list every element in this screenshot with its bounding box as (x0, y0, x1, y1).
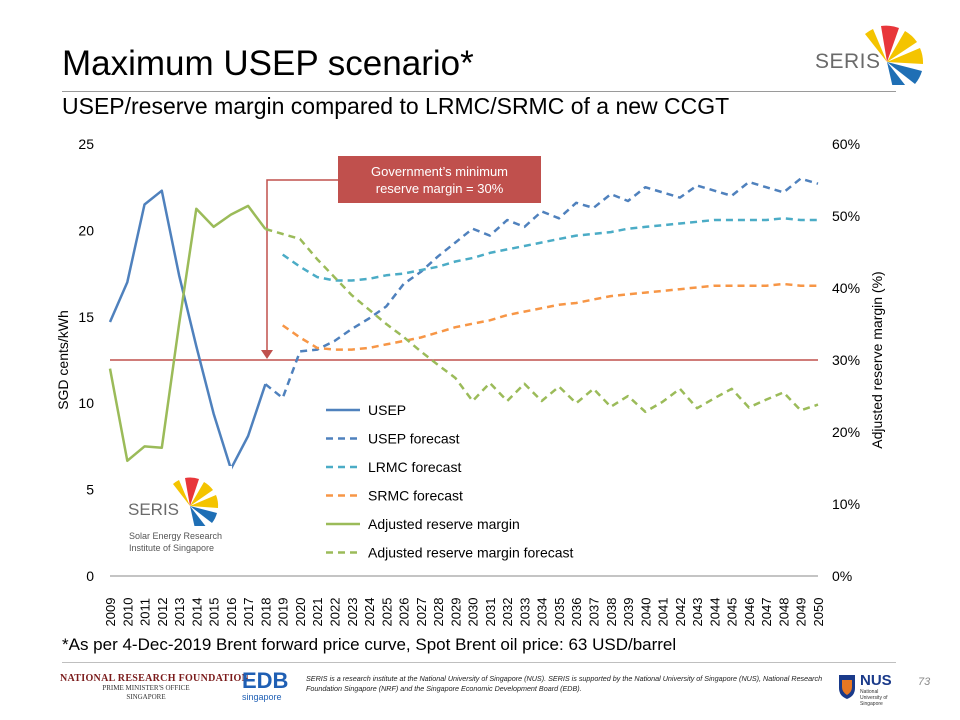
x-tick-label: 2043 (690, 598, 705, 627)
page-number: 73 (918, 676, 931, 688)
x-tick-label: 2013 (172, 598, 187, 627)
edb-sub: singapore (242, 692, 282, 702)
y2-tick-label: 0% (832, 568, 852, 584)
legend-label: SRMC forecast (368, 488, 463, 504)
y2-tick-label: 20% (832, 424, 860, 440)
nus-sub: National University of Singapore (860, 689, 888, 707)
legend-label: Adjusted reserve margin (368, 516, 520, 532)
x-tick-label: 2025 (379, 598, 394, 627)
x-tick-label: 2012 (155, 598, 170, 627)
series-line-usep-forecast (264, 177, 819, 400)
x-tick-label: 2027 (414, 598, 429, 627)
seris-sun-icon (173, 477, 219, 526)
legend-label: Adjusted reserve margin forecast (368, 545, 574, 561)
y-axis-title: SGD cents/kWh (55, 310, 71, 410)
callout-line2: reserve margin = 30% (375, 180, 504, 196)
x-tick-label: 2020 (293, 598, 308, 627)
y2-tick-label: 50% (832, 208, 860, 224)
seris-logo-chart: SERIS Solar Energy Research Institute of… (114, 466, 232, 562)
y-tick-label: 5 (86, 482, 94, 498)
slide-title: Maximum USEP scenario* (62, 44, 474, 83)
nrf-logo: National Research Foundation Prime Minis… (60, 673, 250, 702)
x-tick-label: 2035 (552, 598, 567, 627)
x-tick-label: 2049 (794, 598, 809, 627)
seris-full-name: Solar Energy Research Institute of Singa… (129, 531, 223, 553)
x-tick-label: 2034 (535, 598, 550, 627)
series-line-adjusted-reserve-margin (108, 204, 267, 463)
x-tick-label: 2044 (707, 598, 722, 627)
x-tick-label: 2021 (310, 598, 325, 627)
x-tick-label: 2037 (587, 598, 602, 627)
seris-logo-top: SERIS (805, 10, 930, 97)
x-tick-label: 2041 (656, 598, 671, 627)
y-tick-label: 10 (78, 395, 94, 411)
title-divider (62, 91, 896, 92)
x-tick-label: 2038 (604, 598, 619, 627)
x-tick-label: 2045 (725, 598, 740, 627)
y2-tick-label: 10% (832, 496, 860, 512)
nrf-sub2: Singapore (126, 693, 166, 701)
callout-connector (266, 179, 338, 350)
x-tick-label: 2028 (431, 598, 446, 627)
x-tick-label: 2040 (638, 598, 653, 627)
nus-crest-icon (839, 675, 855, 699)
footer-divider (62, 662, 896, 663)
y-tick-label: 15 (78, 309, 94, 325)
nrf-sub1: Prime Minister's Office (102, 684, 190, 692)
series-line-lrmc-forecast (281, 217, 818, 282)
y2-tick-label: 40% (832, 280, 860, 296)
edb-logo: EDB singapore (242, 670, 292, 704)
x-tick-label: 2015 (207, 598, 222, 627)
x-tick-label: 2042 (673, 598, 688, 627)
slide-subtitle: USEP/reserve margin compared to LRMC/SRM… (62, 93, 730, 119)
x-tick-label: 2024 (362, 598, 377, 627)
seris-logo-text: SERIS (815, 50, 881, 73)
x-tick-label: 2023 (345, 598, 360, 627)
y2-tick-label: 30% (832, 352, 860, 368)
x-tick-label: 2032 (500, 598, 515, 627)
x-tick-label: 2017 (241, 598, 256, 627)
x-tick-label: 2029 (448, 598, 463, 627)
x-tick-label: 2014 (189, 598, 204, 627)
x-tick-label: 2022 (327, 598, 342, 627)
nus-logo: NUS National University of Singapore (838, 672, 898, 707)
x-tick-label: 2019 (276, 598, 291, 627)
y2-axis-title: Adjusted reserve margin (%) (869, 271, 885, 448)
seris-logo-text: SERIS (128, 500, 180, 519)
series-line-srmc-forecast (281, 282, 818, 351)
callout-box: Government’s minimum reserve margin = 30… (338, 156, 541, 203)
series-line-adjusted-reserve-margin-forecast (265, 227, 819, 414)
x-tick-label: 2046 (742, 598, 757, 627)
y-tick-label: 25 (78, 136, 94, 152)
x-tick-label: 2047 (759, 598, 774, 627)
x-tick-label: 2011 (138, 598, 153, 626)
y-tick-label: 0 (86, 568, 94, 584)
x-tick-label: 2039 (621, 598, 636, 627)
x-tick-label: 2031 (483, 598, 498, 627)
legend-label: USEP (368, 402, 406, 418)
x-tick-label: 2009 (103, 598, 118, 627)
disclaimer: SERIS is a research institute at the Nat… (306, 674, 823, 693)
series-line-usep (108, 189, 267, 471)
footnote: *As per 4-Dec-2019 Brent forward price c… (62, 635, 677, 654)
x-tick-label: 2026 (397, 598, 412, 627)
callout-arrowhead (261, 350, 273, 359)
y-tick-label: 20 (78, 222, 94, 238)
x-tick-label: 2030 (466, 598, 481, 627)
legend-label: LRMC forecast (368, 459, 461, 475)
edb-text: EDB (242, 668, 289, 693)
x-tick-label: 2033 (517, 598, 532, 627)
x-tick-label: 2016 (224, 598, 239, 627)
x-tick-label: 2036 (569, 598, 584, 627)
legend-label: USEP forecast (368, 431, 460, 447)
nus-text: NUS (860, 672, 892, 689)
y2-tick-label: 60% (832, 136, 860, 152)
x-tick-label: 2048 (776, 598, 791, 627)
x-tick-label: 2010 (120, 598, 135, 627)
x-tick-label: 2050 (811, 598, 826, 627)
x-tick-label: 2018 (258, 598, 273, 627)
nrf-title: National Research Foundation (60, 673, 250, 684)
callout-line1: Government’s minimum (370, 163, 509, 179)
